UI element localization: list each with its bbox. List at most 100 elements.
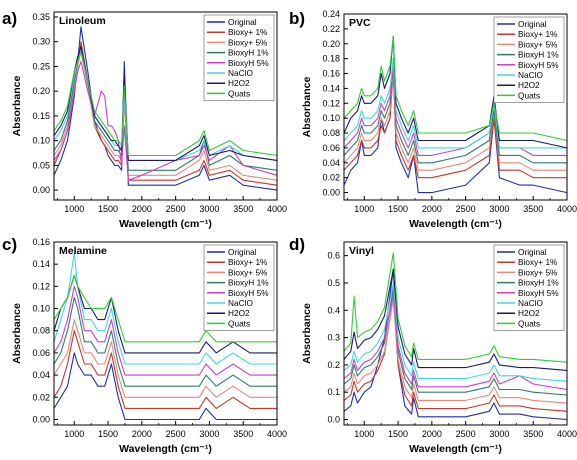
x-axis-label: Wavelength (cm⁻¹): [119, 218, 212, 230]
y-tick-label: 0.14: [322, 83, 340, 93]
legend-entry: Bioxy+ 1%: [518, 29, 558, 39]
legend-box: [493, 244, 565, 331]
y-tick-label: 0.06: [32, 348, 50, 358]
x-tick-label: 2000: [422, 429, 442, 439]
y-tick-label: 0.00: [32, 185, 50, 195]
legend-entry: NaClO: [228, 298, 253, 308]
y-tick-label: 0.30: [32, 37, 50, 47]
legend-entry: Bioxy+ 5%: [518, 39, 558, 49]
series-line-2: [53, 330, 277, 409]
y-tick-label: 0.02: [322, 173, 340, 183]
chart-panel-3: c) 1000 1500 2000 2500 3000 3500 4000 0.00 0.02 0.…: [2, 235, 287, 455]
series-group: [53, 26, 278, 191]
series-line-6: [343, 282, 568, 382]
x-tick-label: 2500: [456, 429, 476, 439]
panel-label: b): [289, 9, 305, 28]
series-line-8: [53, 51, 278, 157]
y-tick-label: 0.18: [322, 54, 340, 64]
series-line-3: [343, 298, 568, 404]
legend-entry: Quats: [518, 318, 540, 328]
chart-title: Melamine: [59, 245, 107, 257]
series-line-2: [343, 72, 567, 179]
x-tick-label: 1000: [64, 204, 84, 214]
y-tick-label: 0.10: [32, 136, 50, 146]
plot-frame: [343, 13, 568, 201]
legend-box: [203, 14, 275, 101]
series-line-3: [53, 51, 278, 181]
panel-label: a): [2, 9, 17, 28]
legend-entry: Bioxy+ 5%: [228, 267, 268, 277]
x-tick-label: 1500: [98, 429, 118, 439]
y-tick-label: 0.08: [32, 326, 50, 336]
series-line-8: [53, 274, 277, 343]
series-line-2: [343, 296, 568, 412]
x-tick-label: 4000: [267, 429, 287, 439]
x-tick-label: 3000: [489, 204, 509, 214]
x-tick-label: 2500: [166, 204, 186, 214]
x-tick-label: 1000: [354, 204, 374, 214]
legend-entry: Quats: [518, 90, 540, 100]
y-axis-label: Absorbance: [301, 303, 313, 364]
y-tick-label: 0.6: [327, 251, 340, 261]
x-tick-label: 4000: [267, 204, 287, 214]
x-tick-label: 3000: [199, 429, 219, 439]
series-line-4: [343, 287, 568, 396]
series-line-6: [53, 252, 277, 365]
y-tick-label: 0.04: [32, 370, 50, 380]
legend-entry: BioxyH 5%: [518, 60, 559, 70]
x-axis-label: Wavelength (cm⁻¹): [409, 443, 502, 455]
y-tick-label: 0.00: [322, 188, 340, 198]
series-line-7: [343, 35, 568, 149]
y-tick-label: 0.22: [322, 24, 340, 34]
y-tick-label: 0.20: [322, 39, 340, 49]
legend-entry: Quats: [228, 88, 250, 98]
x-tick-label: 1500: [98, 204, 118, 214]
x-tick-label: 2000: [132, 204, 152, 214]
x-tick-label: 1500: [388, 204, 408, 214]
legend-entry: Original: [228, 17, 257, 27]
plot-frame: [53, 241, 278, 426]
legend-entry: BioxyH 1%: [518, 278, 559, 288]
y-tick-label: 0.4: [327, 305, 340, 315]
series-line-8: [343, 252, 568, 363]
x-tick-label: 1000: [354, 429, 374, 439]
x-tick-label: 1000: [64, 429, 84, 439]
series-line-5: [343, 293, 568, 391]
chart-title: Linoleum: [59, 15, 106, 27]
legend-entry: BioxyH 5%: [518, 288, 559, 298]
series-line-4: [343, 65, 567, 164]
y-tick-label: 0.15: [32, 111, 50, 121]
x-tick-label: 2500: [166, 429, 186, 439]
legend-entry: Bioxy+ 5%: [518, 267, 558, 277]
series-line-5: [53, 285, 277, 376]
legend-entry: NaClO: [518, 70, 543, 80]
chart-title: PVC: [349, 17, 371, 29]
y-tick-label: 0.1: [327, 387, 340, 397]
legend-entry: Bioxy+ 5%: [228, 37, 268, 47]
legend-box: [203, 244, 275, 331]
legend-entry: Quats: [228, 318, 250, 328]
x-tick-label: 3500: [233, 429, 253, 439]
x-axis-label: Wavelength (cm⁻¹): [409, 218, 502, 230]
x-tick-label: 2000: [132, 429, 152, 439]
y-tick-label: 0.10: [322, 113, 340, 123]
y-tick-label: 0.02: [32, 392, 50, 402]
plot-frame: [343, 241, 568, 426]
legend-entry: H2O2: [518, 308, 540, 318]
legend-entry: H2O2: [228, 308, 250, 318]
legend-box: [493, 16, 565, 103]
y-axis-label: Absorbance: [11, 76, 23, 137]
x-axis-label: Wavelength (cm⁻¹): [119, 443, 212, 455]
legend-entry: H2O2: [228, 78, 250, 88]
legend-entry: BioxyH 1%: [228, 48, 269, 58]
legend-entry: BioxyH 1%: [228, 278, 269, 288]
y-tick-label: 0.5: [327, 278, 340, 288]
legend-entry: Original: [518, 19, 547, 29]
series-group: [343, 35, 568, 194]
y-tick-label: 0.25: [32, 61, 50, 71]
y-tick-label: 0.16: [32, 237, 50, 247]
x-tick-label: 3500: [233, 204, 253, 214]
legend-entry: Bioxy+ 1%: [228, 257, 268, 267]
x-tick-label: 2000: [422, 204, 442, 214]
